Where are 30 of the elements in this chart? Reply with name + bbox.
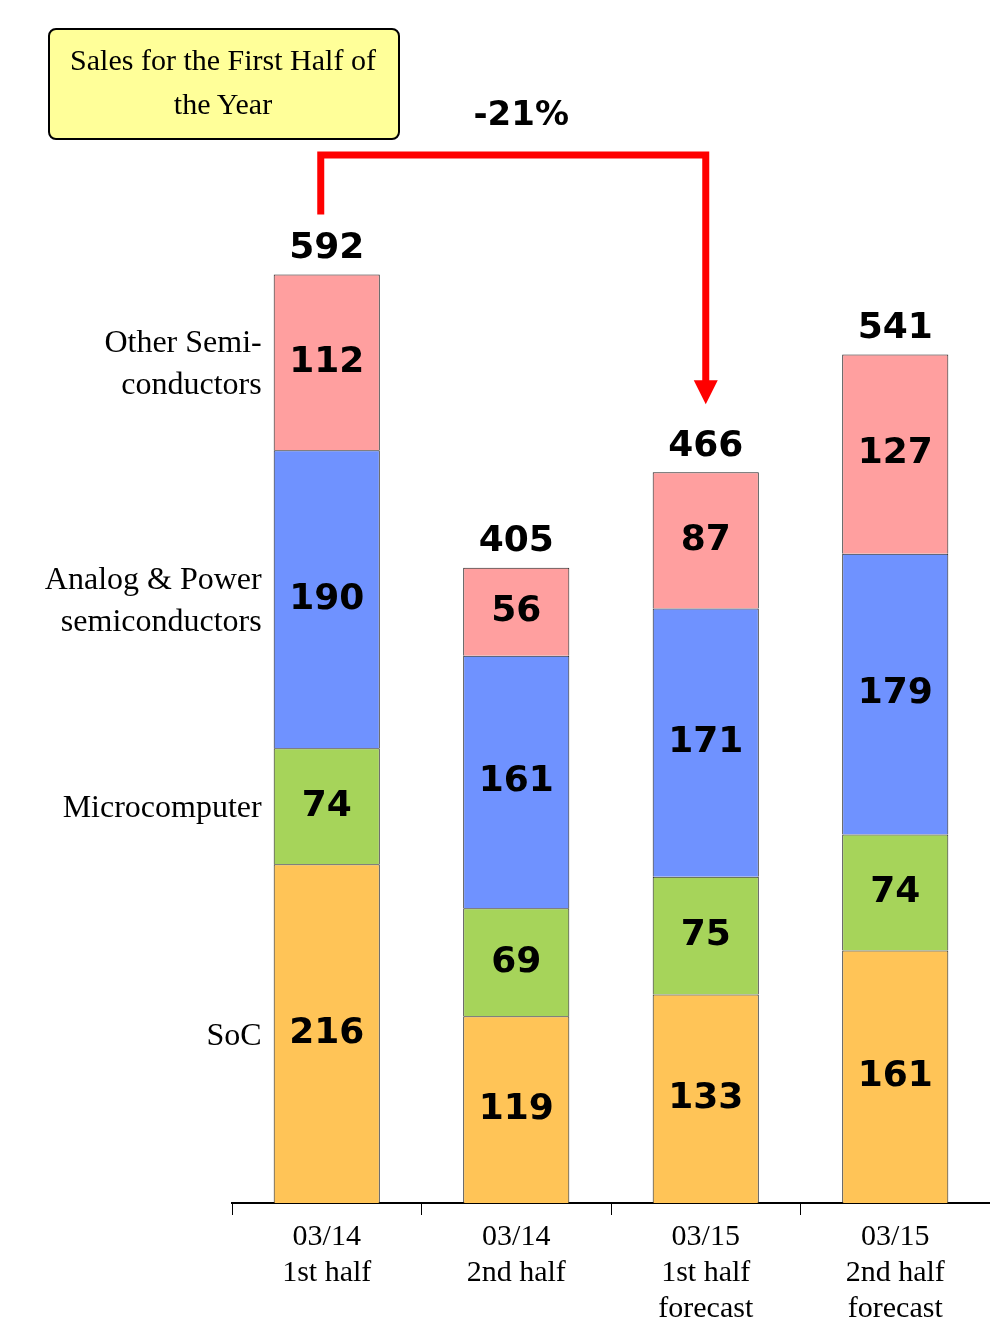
data-label: 56 bbox=[491, 588, 542, 630]
series-label: Microcomputer bbox=[61, 787, 262, 827]
data-label: 87 bbox=[680, 516, 731, 558]
data-label: 127 bbox=[857, 430, 933, 472]
chart-title: Sales for the First Half of the Year bbox=[69, 42, 377, 122]
x-tick-label: 03/15 1st half forecast bbox=[658, 1217, 754, 1323]
data-label: 179 bbox=[857, 670, 933, 712]
series-label: Other Semi-conductors bbox=[103, 322, 262, 404]
text: -21% bbox=[473, 93, 569, 133]
data-label: 216 bbox=[289, 1009, 365, 1051]
total-label: 541 bbox=[857, 304, 933, 346]
series-label: Analog & Power semiconductors bbox=[43, 559, 262, 641]
x-tick-label: 03/14 2nd half bbox=[466, 1217, 566, 1287]
data-label: 161 bbox=[478, 758, 554, 800]
data-label: 161 bbox=[857, 1053, 933, 1095]
data-label: 75 bbox=[680, 911, 731, 953]
data-label: 112 bbox=[289, 338, 365, 380]
total-label: 592 bbox=[289, 224, 365, 266]
series-label: SoC bbox=[205, 1014, 262, 1054]
total-label: 466 bbox=[668, 422, 744, 464]
x-tick-label: 03/15 2nd half forecast bbox=[845, 1217, 945, 1323]
data-label: 133 bbox=[668, 1075, 744, 1117]
data-label: 74 bbox=[301, 782, 352, 824]
data-label: 69 bbox=[491, 938, 542, 980]
data-label: 171 bbox=[668, 719, 744, 761]
data-label: 74 bbox=[870, 868, 921, 910]
data-label: 119 bbox=[478, 1086, 554, 1128]
x-tick-label: 03/14 1st half bbox=[282, 1217, 372, 1287]
total-label: 405 bbox=[478, 518, 554, 560]
data-label: 190 bbox=[289, 575, 365, 617]
